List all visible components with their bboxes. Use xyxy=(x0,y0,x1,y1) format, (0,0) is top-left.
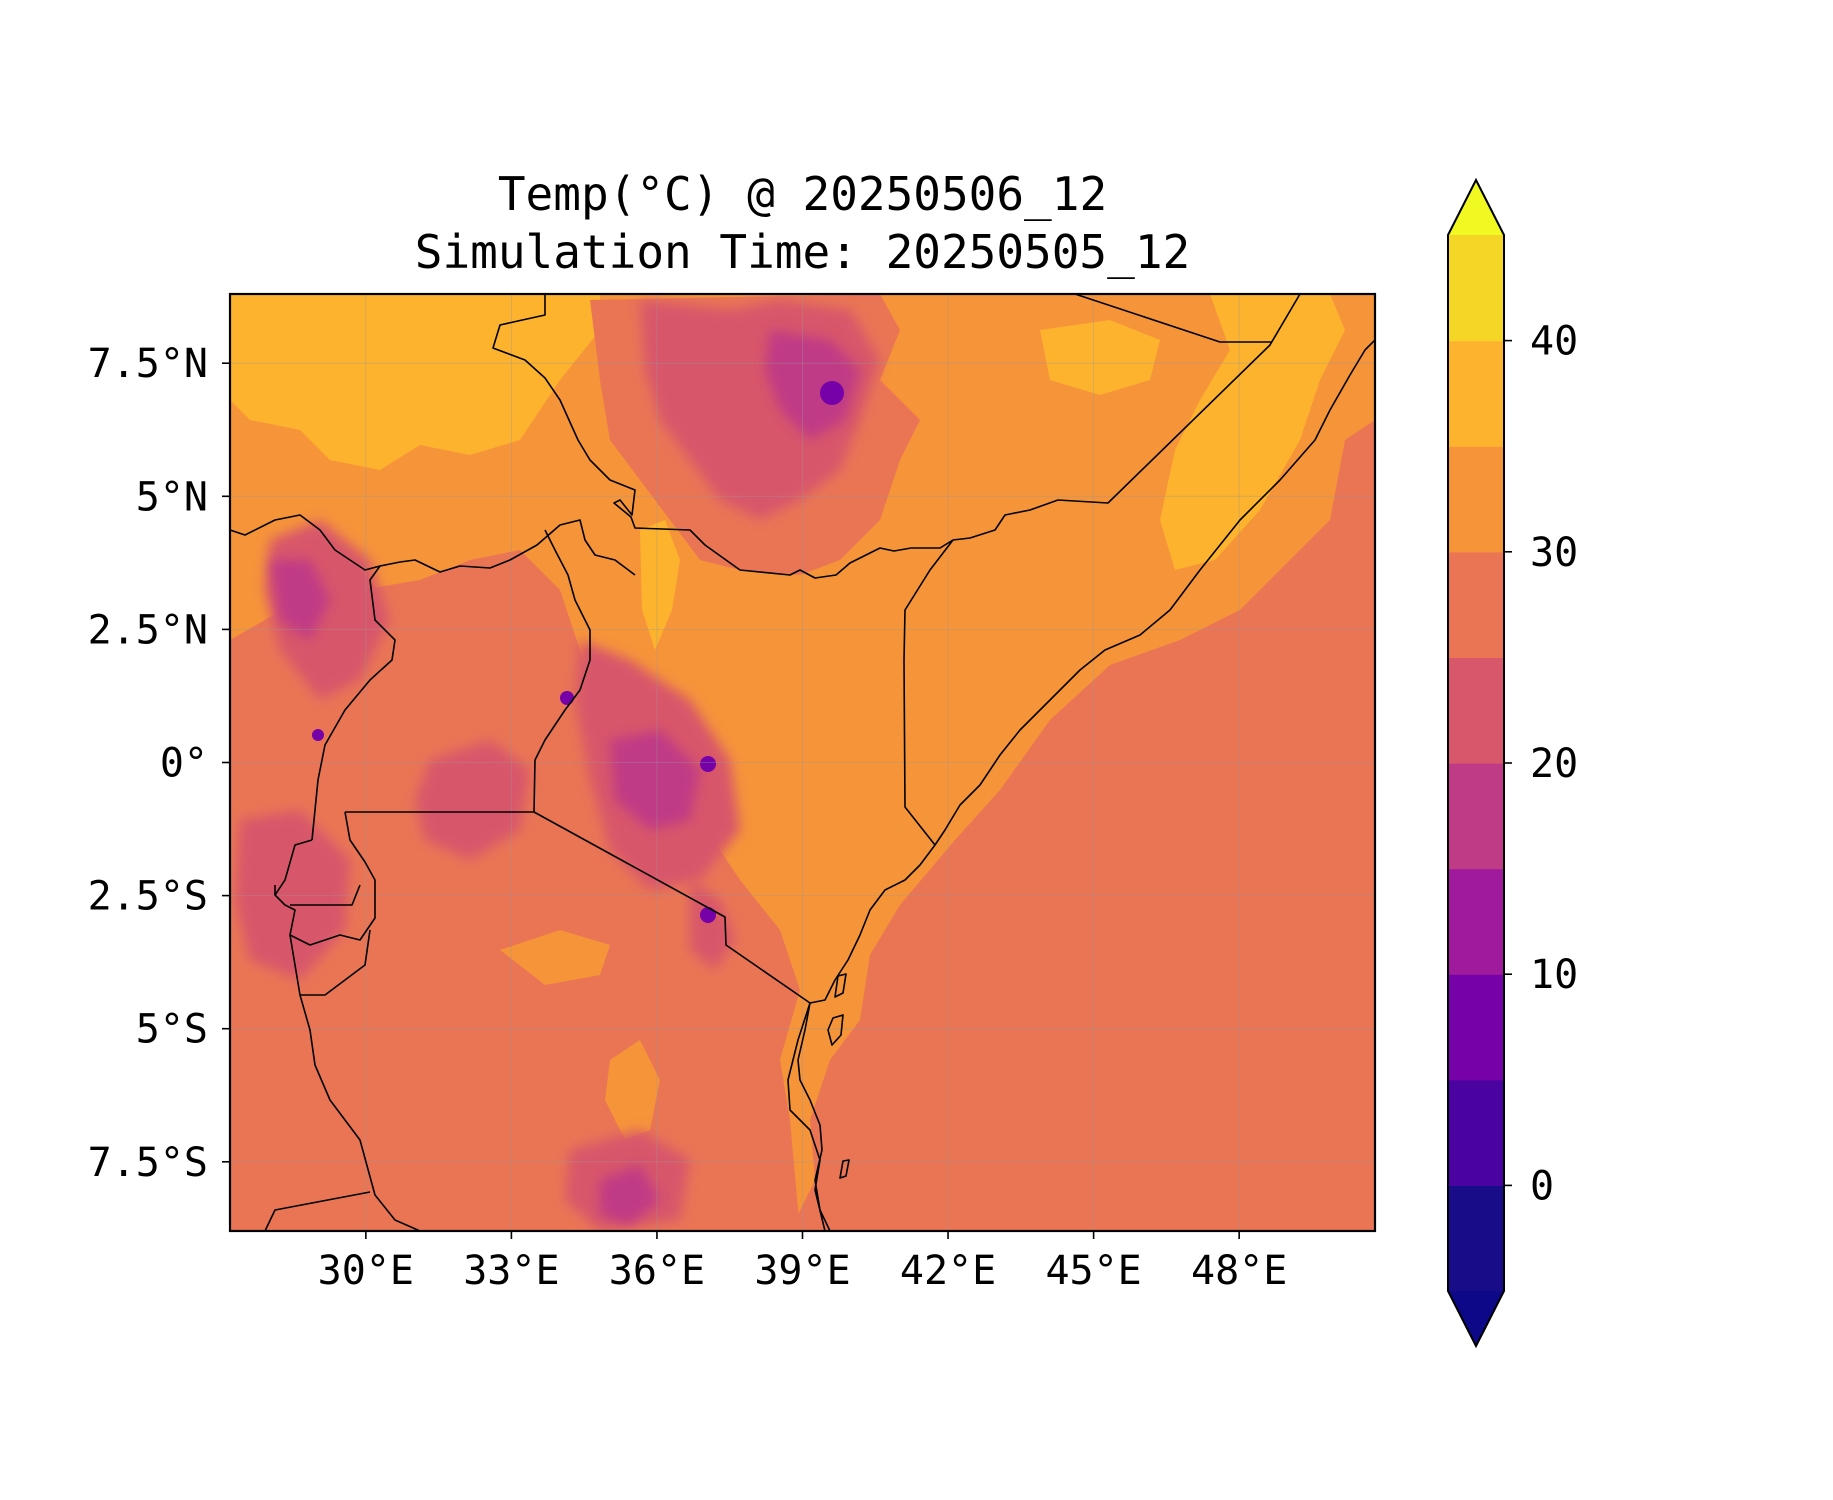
border-sudan-southsudan-ethiopia xyxy=(492,294,1301,579)
x-tick-label: 48°E xyxy=(1191,1248,1287,1294)
colorbar-segment xyxy=(1448,763,1504,870)
y-axis-ticks: 7.5°N 5°N 2.5°N 0° 2.5°S 5°S 7.5°S xyxy=(88,341,230,1186)
y-tick-label: 7.5°N xyxy=(88,341,208,387)
band-20-25-lake-victoria xyxy=(415,740,530,860)
band-35-40-north xyxy=(230,294,600,470)
border-ethiopia-somalia-north xyxy=(1074,294,1272,343)
mafia-island xyxy=(839,1159,850,1179)
colorbar-segment xyxy=(1448,551,1504,658)
band-35-40-somalia xyxy=(1160,294,1345,570)
border-rwanda-south xyxy=(274,884,361,906)
border-drc-uganda-west xyxy=(311,565,396,841)
colorbar-segment xyxy=(1448,446,1504,553)
colorbar-extend-low xyxy=(1448,1291,1504,1346)
cold-peak-mt-kenya xyxy=(700,756,716,772)
x-tick-label: 36°E xyxy=(609,1248,705,1294)
map-subtitle: Simulation Time: 20250505_12 xyxy=(414,225,1191,279)
cold-peak-elgon xyxy=(560,691,574,705)
colorbar-segment xyxy=(1448,1185,1504,1292)
colorbar-segment xyxy=(1448,868,1504,975)
band-15-20-ethiopia xyxy=(765,330,860,440)
colorbar-segment xyxy=(1448,657,1504,764)
x-tick-label: 30°E xyxy=(318,1248,414,1294)
band-15-20-south xyxy=(600,1165,660,1225)
cold-peak-rwenzori xyxy=(312,729,324,741)
y-tick-label: 7.5°S xyxy=(88,1140,208,1186)
band-25-30-west xyxy=(230,550,800,1231)
coastline-east-africa xyxy=(797,339,1375,1231)
border-tanganyika xyxy=(289,929,421,1231)
band-35-40-turkana xyxy=(640,520,680,650)
coastline xyxy=(797,339,1375,1231)
y-tick-label: 0° xyxy=(160,741,208,787)
x-axis-ticks: 30°E 33°E 36°E 39°E 42°E 45°E 48°E xyxy=(318,1231,1287,1294)
colorbar-segment xyxy=(1448,340,1504,447)
colorbar-segment xyxy=(1448,235,1504,342)
gridlines xyxy=(230,294,1375,1231)
colorbar-tick-label: 40 xyxy=(1530,319,1578,365)
band-20-25-burundi xyxy=(235,810,350,980)
y-tick-label: 2.5°S xyxy=(88,874,208,920)
pemba-island xyxy=(834,973,847,998)
colorbar-extend-high xyxy=(1448,180,1504,235)
border-lake-victoria-line xyxy=(345,811,811,1004)
colorbar-tick-label: 0 xyxy=(1530,1163,1554,1209)
border-zambia xyxy=(264,1191,371,1231)
border-kenya-somalia xyxy=(903,539,954,846)
band-20-25-kilimanjaro xyxy=(690,880,735,970)
map-title: Temp(°C) @ 20250506_12 xyxy=(497,167,1108,221)
temperature-field xyxy=(230,294,1375,1231)
colorbar-tick-label: 10 xyxy=(1530,952,1578,998)
band-15-20-west xyxy=(270,560,330,640)
colorbar: 0 10 20 30 40 xyxy=(1447,177,1578,1349)
x-tick-label: 42°E xyxy=(900,1248,996,1294)
border-southsudan-uganda-drc xyxy=(230,514,636,576)
band-15-20-kenya xyxy=(610,730,700,830)
colorbar-tick-label: 20 xyxy=(1530,741,1578,787)
band-30-35-tanzania-a xyxy=(500,930,610,985)
y-tick-label: 2.5°N xyxy=(88,607,208,653)
border-rwanda-burundi xyxy=(274,811,376,946)
x-tick-label: 33°E xyxy=(463,1248,559,1294)
colorbar-segment xyxy=(1448,1079,1504,1186)
band-30-35-tanzania-b xyxy=(605,1040,660,1140)
x-tick-label: 39°E xyxy=(754,1248,850,1294)
colorbar-segment xyxy=(1448,974,1504,1081)
zanzibar-island xyxy=(827,1014,844,1046)
x-tick-label: 45°E xyxy=(1045,1248,1141,1294)
border-uganda-kenya xyxy=(533,529,591,813)
y-tick-label: 5°N xyxy=(136,474,208,520)
cold-peak-kilimanjaro xyxy=(700,907,716,923)
y-tick-label: 5°S xyxy=(136,1007,208,1053)
colorbar-tick-label: 30 xyxy=(1530,530,1578,576)
band-35-40-ne-ethiopia xyxy=(1040,320,1160,395)
cold-peak-ethiopia xyxy=(820,381,844,405)
colorbar-outline xyxy=(1447,177,1505,1349)
